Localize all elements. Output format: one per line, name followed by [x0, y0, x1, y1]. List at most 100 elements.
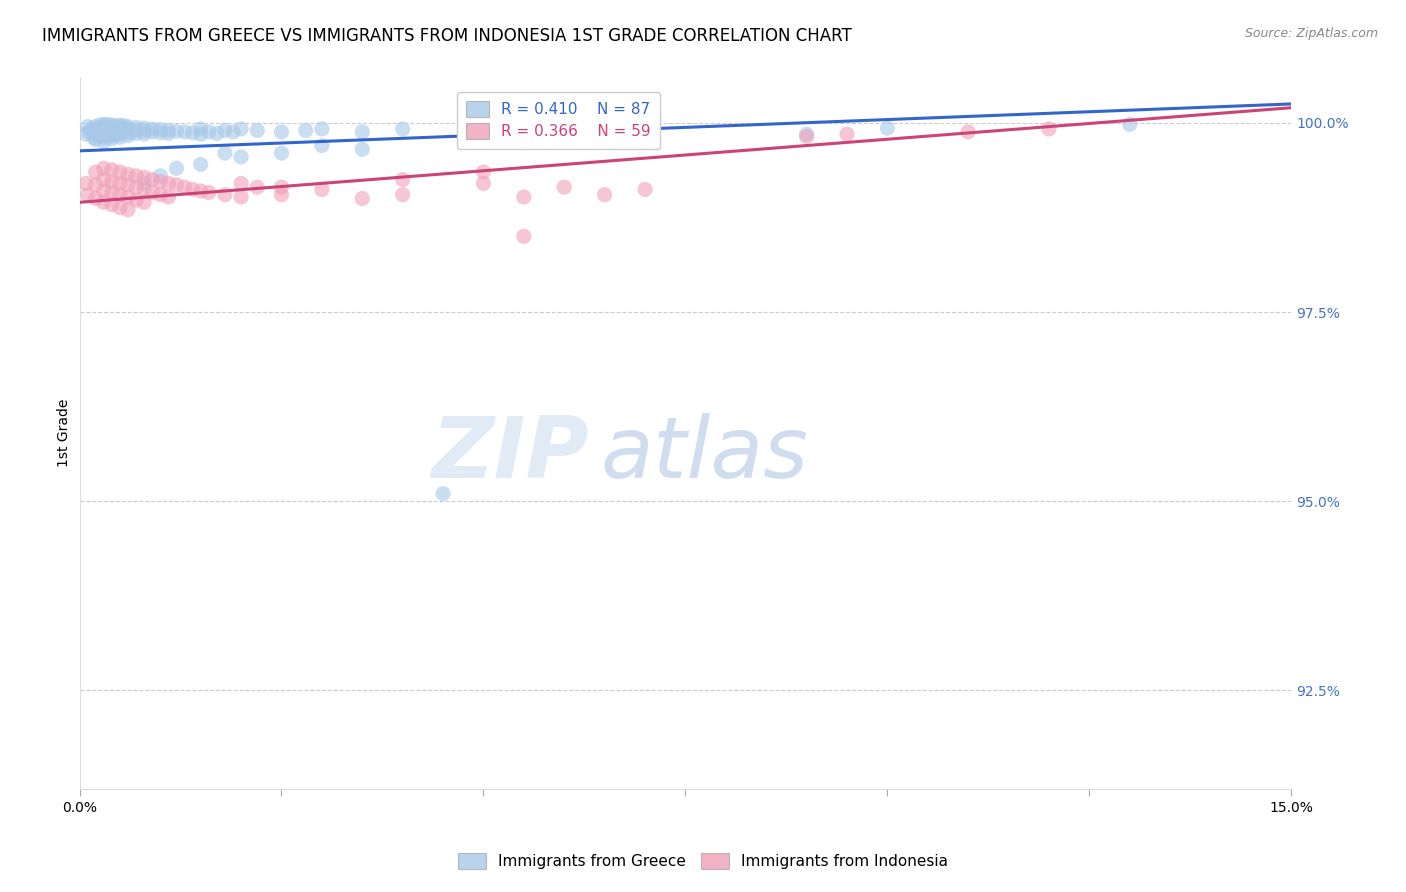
Point	[352, 192, 374, 206]
Point	[101, 175, 124, 189]
Point	[246, 123, 269, 137]
Point	[472, 177, 495, 191]
Point	[101, 197, 124, 211]
Point	[117, 120, 139, 134]
Point	[108, 130, 131, 145]
Point	[222, 125, 245, 139]
Point	[352, 125, 374, 139]
Point	[117, 126, 139, 140]
Point	[157, 123, 180, 137]
Point	[108, 124, 131, 138]
Point	[117, 128, 139, 143]
Point	[134, 195, 156, 210]
Point	[108, 118, 131, 132]
Point	[97, 120, 120, 135]
Point	[89, 125, 111, 139]
Point	[101, 128, 124, 143]
Point	[166, 124, 188, 138]
Point	[472, 165, 495, 179]
Point	[101, 186, 124, 200]
Point	[134, 177, 156, 191]
Point	[77, 125, 100, 139]
Point	[513, 229, 536, 244]
Point	[173, 180, 195, 194]
Point	[311, 182, 333, 196]
Point	[76, 187, 98, 202]
Point	[112, 119, 135, 133]
Legend: Immigrants from Greece, Immigrants from Indonesia: Immigrants from Greece, Immigrants from …	[453, 847, 953, 875]
Point	[84, 127, 107, 141]
Point	[97, 127, 120, 141]
Point	[149, 187, 172, 202]
Point	[93, 135, 115, 149]
Point	[197, 125, 219, 139]
Point	[104, 122, 127, 136]
Y-axis label: 1st Grade: 1st Grade	[58, 399, 72, 467]
Point	[117, 190, 139, 204]
Point	[125, 127, 148, 141]
Point	[89, 118, 111, 132]
Point	[513, 190, 536, 204]
Point	[181, 182, 204, 196]
Point	[1119, 117, 1142, 131]
Point	[311, 138, 333, 153]
Point	[93, 172, 115, 186]
Point	[229, 150, 252, 164]
Point	[957, 125, 980, 139]
Point	[108, 177, 131, 191]
Point	[134, 121, 156, 136]
Point	[352, 142, 374, 156]
Point	[101, 162, 124, 177]
Point	[84, 132, 107, 146]
Point	[125, 120, 148, 135]
Point	[270, 187, 292, 202]
Point	[432, 486, 454, 500]
Point	[141, 186, 163, 200]
Text: Source: ZipAtlas.com: Source: ZipAtlas.com	[1244, 27, 1378, 40]
Point	[157, 127, 180, 141]
Point	[84, 192, 107, 206]
Point	[391, 122, 413, 136]
Point	[93, 117, 115, 131]
Point	[197, 186, 219, 200]
Point	[97, 123, 120, 137]
Point	[141, 122, 163, 136]
Point	[93, 195, 115, 210]
Point	[190, 184, 212, 198]
Point	[181, 126, 204, 140]
Point	[149, 175, 172, 189]
Text: ZIP: ZIP	[430, 413, 589, 496]
Point	[117, 167, 139, 181]
Point	[166, 178, 188, 192]
Point	[108, 165, 131, 179]
Point	[1038, 122, 1060, 136]
Point	[149, 122, 172, 136]
Point	[214, 123, 236, 137]
Point	[75, 177, 97, 191]
Point	[84, 165, 107, 179]
Point	[112, 122, 135, 136]
Point	[835, 127, 858, 141]
Point	[117, 178, 139, 192]
Point	[83, 131, 105, 145]
Point	[104, 125, 127, 139]
Point	[93, 128, 115, 142]
Point	[270, 180, 292, 194]
Point	[75, 127, 97, 141]
Point	[108, 127, 131, 141]
Point	[166, 161, 188, 176]
Point	[311, 122, 333, 136]
Point	[101, 118, 124, 132]
Point	[134, 170, 156, 185]
Point	[84, 178, 107, 192]
Point	[104, 119, 127, 133]
Point	[593, 187, 616, 202]
Point	[246, 180, 269, 194]
Point	[101, 123, 124, 137]
Point	[97, 129, 120, 144]
Legend: R = 0.410    N = 87, R = 0.366    N = 59: R = 0.410 N = 87, R = 0.366 N = 59	[457, 92, 659, 149]
Point	[796, 129, 818, 144]
Point	[108, 187, 131, 202]
Point	[93, 184, 115, 198]
Point	[190, 122, 212, 136]
